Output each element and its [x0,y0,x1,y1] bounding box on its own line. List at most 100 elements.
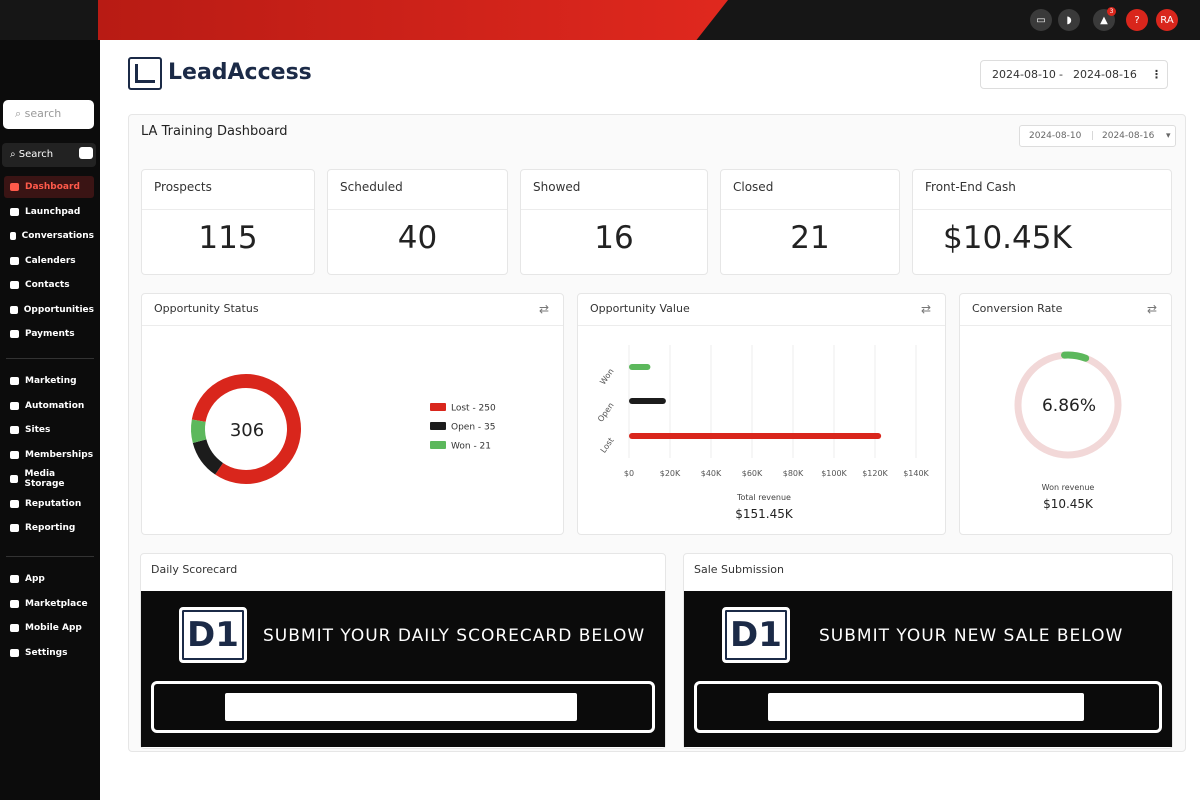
stat-card: Showed 16 [520,169,708,275]
stat-value: 21 [790,220,830,256]
dashboard-date-to: 2024-08-16 [1102,131,1155,141]
y-tick-label: Won [598,367,615,386]
search-placeholder: search [24,107,62,120]
settings-icon[interactable]: ⇄ [538,302,549,316]
header-date-range[interactable]: 2024-08-10 - 2024-08-16 ⋮ [980,60,1168,89]
nav-icon [10,256,19,265]
stat-value: 16 [594,220,634,256]
stat-label: Closed [733,180,774,194]
stat-card: Scheduled 40 [327,169,508,275]
nav-label: Contacts [25,280,70,290]
sidebar: ⌕ search ⌕ Search Dashboard Launchpad Conv… [0,0,100,800]
nav-item[interactable]: Memberships [4,444,94,466]
nav-icon [10,377,19,385]
search-button[interactable]: ⌕ Search [2,143,96,167]
date-caret: ▾ [1166,131,1171,141]
opportunity-value-card: Opportunity Value ⇄ [577,293,946,535]
nav-label: Reputation [25,498,82,509]
stat-divider [142,209,314,210]
brand-logo-mark [135,64,155,83]
nav-label: Dashboard [25,182,80,192]
bar [629,433,882,439]
search-shortcut-icon [79,147,93,159]
nav-item[interactable]: Calenders [4,250,94,272]
stat-divider [328,209,507,210]
header-date-separator: - [1059,68,1063,81]
form-input[interactable] [768,693,1084,721]
chat-icon[interactable]: ▭ [1030,9,1052,31]
x-tick-label: $60K [742,469,763,478]
notification-badge: 3 [1107,7,1116,16]
header-date-from: 2024-08-10 [992,68,1056,81]
nav-icon [10,624,19,632]
nav-item[interactable]: Dashboard [4,176,94,198]
nav-label: Settings [25,647,68,658]
stat-divider [721,209,899,210]
dashboard-date-from: 2024-08-10 [1029,131,1082,141]
nav-item[interactable]: Sites [4,419,94,441]
nav-item[interactable]: Contacts [4,274,94,296]
nav-item[interactable]: Reputation [4,493,94,515]
nav-item[interactable]: Settings [4,642,94,664]
legend-label: Won - 21 [451,442,491,452]
form-frame [694,681,1162,733]
x-tick-label: $100K [821,469,847,478]
nav-item[interactable]: Marketplace [4,593,94,615]
x-tick-label: $140K [903,469,929,478]
legend-swatch [430,403,446,411]
nav-icon [10,426,19,434]
search-input[interactable]: ⌕ search [3,100,94,129]
y-tick-label: Open [596,401,616,424]
nav-icon [10,475,19,483]
nav-label: Payments [25,329,75,339]
nav-label: Mobile App [25,623,82,633]
nav-item[interactable]: App [4,568,94,590]
nav-item[interactable]: Mobile App [4,617,94,639]
nav-item[interactable]: Marketing [4,370,94,392]
dashboard-date-range[interactable]: 2024-08-10 | 2024-08-16 ▾ [1019,125,1176,147]
form-input[interactable] [225,693,577,721]
gauge-caption: Won revenue [1042,483,1095,492]
card-title: Conversion Rate [972,302,1063,315]
header-menu-icon[interactable]: ⋮ [1151,68,1162,81]
nav-label: Marketing [25,376,77,386]
donut-segment [192,439,224,475]
top-bar-accent [98,0,728,40]
nav-icon [10,648,19,657]
nav-label: Marketplace [25,598,88,609]
nav-icon [10,499,19,508]
form-banner: D1 SUBMIT YOUR NEW SALE BELOW [684,591,1172,747]
stat-card: Front-End Cash $10.45K [912,169,1172,275]
form-title: Sale Submission [694,563,784,576]
nav-item[interactable]: Automation [4,395,94,417]
x-tick-label: $40K [701,469,722,478]
gauge-arc [1061,351,1090,362]
nav-divider [6,556,94,557]
megaphone-icon[interactable]: ◗ [1058,9,1080,31]
y-tick-label: Lost [599,436,616,455]
nav-item[interactable]: Launchpad [4,201,94,223]
avatar[interactable]: RA [1156,9,1178,31]
nav-item[interactable]: Opportunities [4,299,94,321]
nav-item[interactable]: Media Storage [4,468,94,490]
card-divider [142,325,563,326]
nav-label: Memberships [25,449,94,460]
help-button[interactable]: ? [1126,9,1148,31]
stat-label: Front-End Cash [925,180,1016,194]
nav-label: Sites [25,425,51,435]
nav-icon [10,330,19,338]
stat-label: Scheduled [340,180,403,194]
settings-icon[interactable]: ⇄ [920,302,931,316]
stat-divider [521,209,707,210]
nav-label: Automation [25,400,85,411]
nav-item[interactable]: Reporting [4,517,94,539]
legend-label: Open - 35 [451,423,495,433]
nav-item[interactable]: Payments [4,323,94,345]
card-title: Opportunity Value [590,302,690,315]
settings-icon[interactable]: ⇄ [1146,302,1157,316]
nav-item[interactable]: Conversations [4,225,94,247]
stat-card: Closed 21 [720,169,900,275]
card-title: Opportunity Status [154,302,259,315]
search-button-label: Search [18,149,54,160]
